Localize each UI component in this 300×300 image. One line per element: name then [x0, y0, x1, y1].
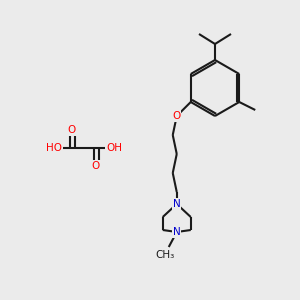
Text: O: O: [68, 125, 76, 135]
Text: N: N: [173, 199, 181, 209]
Text: N: N: [173, 227, 181, 237]
Text: O: O: [92, 161, 100, 171]
Text: CH₃: CH₃: [155, 250, 174, 260]
Text: HO: HO: [46, 143, 62, 153]
Text: OH: OH: [106, 143, 122, 153]
Text: O: O: [172, 111, 181, 121]
